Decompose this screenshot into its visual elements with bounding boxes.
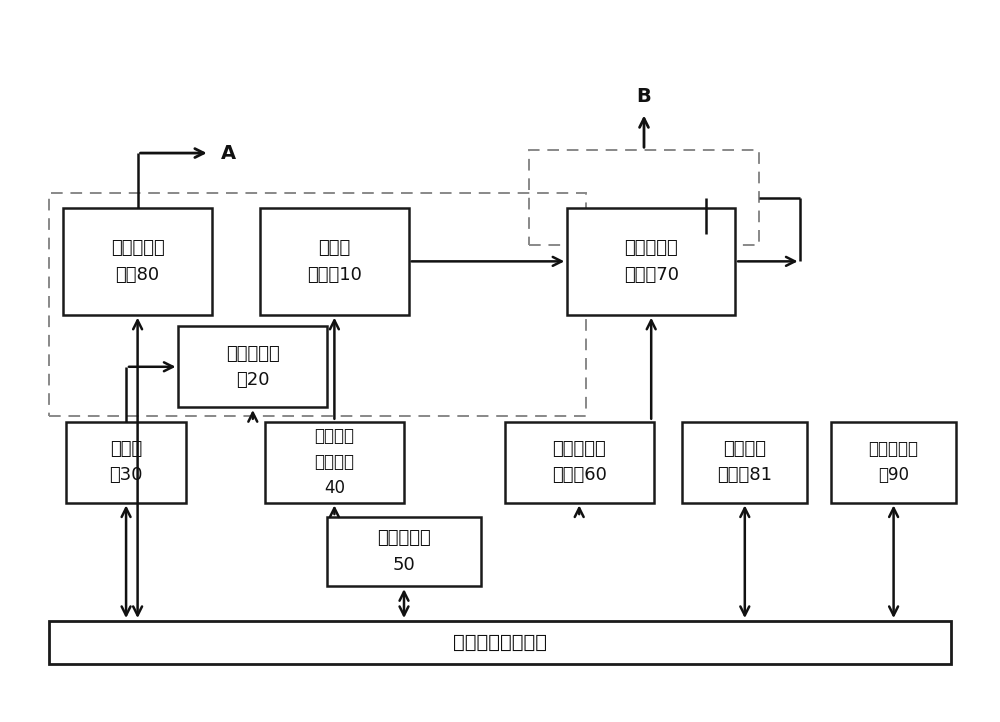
Bar (327, 517, 481, 586)
Bar (265, 422, 404, 503)
Text: 第一温度检
测器80: 第一温度检 测器80 (111, 239, 164, 284)
Text: B: B (637, 87, 651, 105)
Bar (831, 422, 956, 503)
Text: 激光器电
流驱动器
40: 激光器电 流驱动器 40 (314, 427, 354, 497)
Bar (260, 208, 409, 315)
Text: 马赫曾德尔
驱动器60: 马赫曾德尔 驱动器60 (552, 440, 607, 484)
Text: A: A (221, 144, 236, 162)
Text: 马赫曾德尔
调制器70: 马赫曾德尔 调制器70 (624, 239, 679, 284)
Bar (49, 621, 951, 664)
Bar (178, 326, 327, 407)
Bar (682, 422, 807, 503)
Bar (66, 422, 186, 503)
Text: 微控制单元
50: 微控制单元 50 (377, 529, 431, 574)
Text: 第二温度
检测器81: 第二温度 检测器81 (717, 440, 772, 484)
Text: 通用输入输出接口: 通用输入输出接口 (453, 633, 547, 652)
Text: 半导体制冷
片20: 半导体制冷 片20 (226, 344, 280, 389)
Bar (567, 208, 735, 315)
Bar (529, 150, 759, 245)
Bar (63, 208, 212, 315)
Text: 接收端探测
器90: 接收端探测 器90 (869, 440, 919, 484)
Text: 温控电
路30: 温控电 路30 (109, 440, 143, 484)
Bar (49, 193, 586, 416)
Bar (505, 422, 654, 503)
Text: 半导体
激光器10: 半导体 激光器10 (307, 239, 362, 284)
